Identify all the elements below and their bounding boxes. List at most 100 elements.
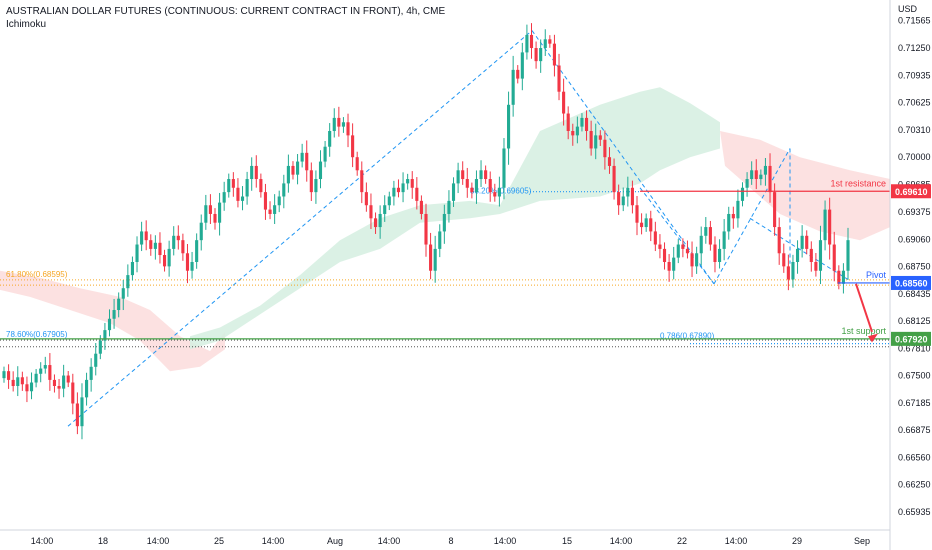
currency-label: USD [898, 4, 918, 14]
candle-body [158, 242, 162, 256]
candle-body [52, 379, 57, 387]
candle-body [204, 205, 208, 223]
candle-body [584, 117, 589, 131]
candle-body [277, 196, 281, 206]
candle-body [176, 235, 180, 241]
x-tick-label: 14:00 [31, 536, 54, 546]
candle-body [662, 248, 667, 262]
candle-body [685, 248, 690, 254]
price-tag [891, 275, 931, 290]
y-tick-label: 0.70000 [898, 152, 931, 162]
fib-trend-line [639, 187, 715, 285]
candle-body [786, 266, 790, 280]
candle-body [268, 209, 272, 214]
price-tag [891, 184, 931, 199]
candle-body [153, 242, 157, 249]
candle-body [644, 218, 648, 228]
candle-body [713, 244, 717, 262]
candle-body [470, 187, 474, 193]
candle-body [323, 146, 327, 162]
candle-body [296, 161, 300, 175]
candle-body [607, 157, 612, 166]
candle-body [199, 222, 203, 241]
y-tick-label: 0.71565 [898, 16, 931, 26]
y-tick-label: 0.67810 [898, 343, 931, 353]
candle-body [433, 248, 437, 271]
y-tick-label: 0.69375 [898, 207, 931, 217]
candle-body [190, 262, 194, 271]
candle-body [396, 187, 401, 193]
candle-body [149, 240, 153, 249]
candle-body [39, 368, 43, 374]
candle-body [401, 183, 405, 193]
x-tick-label: 8 [448, 536, 453, 546]
y-tick-label: 0.69060 [898, 234, 931, 244]
x-tick-label: 14:00 [262, 536, 285, 546]
candle-body [254, 165, 258, 180]
candle-body [300, 152, 304, 162]
candle-body [635, 205, 639, 223]
candle-body [539, 48, 543, 62]
candle-body [474, 179, 479, 193]
candle-body [507, 104, 511, 149]
candle-body [309, 170, 313, 193]
candle-body [181, 240, 185, 254]
candle-body [773, 192, 777, 228]
chart-title: AUSTRALIAN DOLLAR FUTURES (CONTINUOUS: C… [6, 6, 446, 17]
candle-body [672, 257, 676, 271]
candle-body [653, 231, 657, 245]
candle-body [809, 248, 813, 262]
candle-body [140, 231, 144, 245]
candle-body [424, 213, 428, 245]
y-tick-label: 0.65935 [898, 507, 931, 517]
y-tick-label: 0.67185 [898, 398, 931, 408]
candle-body [580, 117, 584, 127]
candle-body [493, 192, 497, 197]
x-tick-label: 14:00 [725, 536, 748, 546]
candle-body [7, 371, 11, 380]
candle-body [94, 353, 98, 367]
candle-body [626, 187, 630, 197]
candle-body [447, 200, 451, 214]
candle-body [640, 222, 644, 228]
candle-body [791, 262, 795, 280]
candle-body [231, 179, 235, 188]
candle-body [704, 227, 708, 236]
candle-body [218, 202, 222, 223]
candle-body [11, 379, 15, 387]
candle-body [438, 231, 442, 249]
candle-body [695, 253, 699, 267]
candle-body [62, 375, 66, 389]
candle-body [571, 131, 575, 136]
x-tick-label: 25 [214, 536, 224, 546]
candle-body [126, 275, 130, 289]
candle-body [699, 235, 703, 254]
candle-body [818, 240, 823, 271]
y-tick-label: 0.70935 [898, 71, 931, 81]
candle-body [763, 165, 767, 175]
candle-body [117, 298, 121, 311]
candle-body [34, 373, 38, 383]
x-tick-label: 15 [562, 536, 572, 546]
arrow-head-icon [868, 333, 878, 343]
candle-body [167, 248, 171, 267]
candle-body [736, 200, 740, 219]
candle-body [250, 165, 254, 180]
candle-body [406, 179, 410, 184]
candle-body [814, 262, 818, 271]
candle-body [727, 213, 731, 232]
candle-body [708, 227, 712, 245]
candle-body [484, 170, 488, 180]
candle-body [318, 161, 323, 180]
candle-body [66, 375, 70, 383]
candle-body [71, 382, 75, 404]
fib-label: 0.786(0.67890) [660, 331, 715, 340]
candle-body [465, 179, 469, 188]
candle-body [502, 148, 506, 188]
y-tick-label: 0.70310 [898, 125, 931, 135]
candle-body [745, 179, 749, 188]
x-tick-label: Aug [327, 536, 343, 546]
candle-body [543, 39, 547, 49]
candle-body [273, 205, 277, 214]
